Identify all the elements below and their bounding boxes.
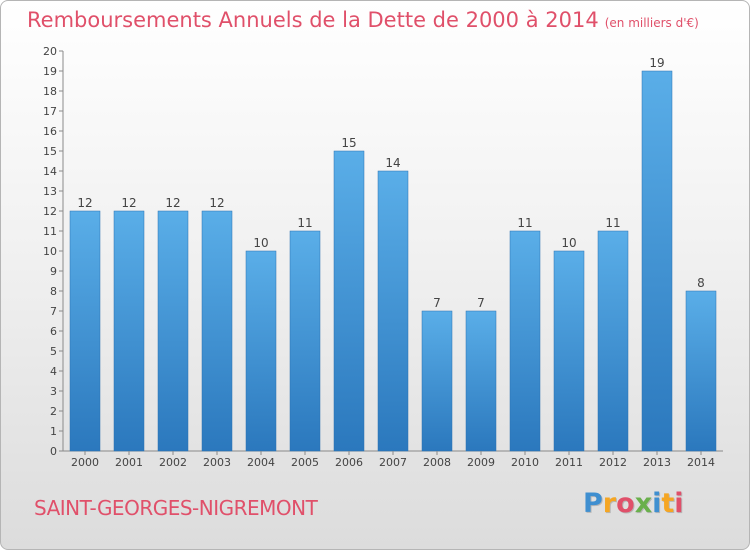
x-tick-label-2004: 2004	[247, 456, 275, 469]
y-tick-label: 1	[50, 425, 57, 438]
x-tick-label-2008: 2008	[423, 456, 451, 469]
logo-letter: r	[602, 488, 617, 519]
data-label-2008: 7	[433, 296, 441, 310]
data-label-2014: 8	[697, 276, 705, 290]
data-label-2006: 15	[341, 136, 356, 150]
logo-letter: i	[674, 488, 684, 519]
bar-2008	[421, 310, 453, 452]
x-tick-label-2010: 2010	[511, 456, 539, 469]
bar-2012	[597, 230, 629, 452]
bar-2014	[685, 290, 717, 452]
bar-2003	[201, 210, 233, 452]
y-tick-label: 11	[43, 225, 57, 238]
proxiti-logo: Proxiti	[583, 488, 684, 519]
y-tick-label: 5	[50, 345, 57, 358]
y-tick-label: 18	[43, 85, 57, 98]
x-tick-label-2009: 2009	[467, 456, 495, 469]
data-label-2000: 12	[77, 196, 92, 210]
x-tick-label-2014: 2014	[687, 456, 715, 469]
x-tick-label-2007: 2007	[379, 456, 407, 469]
x-tick-label-2000: 2000	[71, 456, 99, 469]
logo-letter: x	[634, 488, 653, 519]
data-label-2013: 19	[649, 56, 664, 70]
bar-2013	[641, 70, 673, 452]
bar-2006	[333, 150, 365, 452]
y-tick-label: 10	[43, 245, 57, 258]
y-tick-label: 8	[50, 285, 57, 298]
bar-2007	[377, 170, 409, 452]
y-tick-label: 20	[43, 45, 57, 58]
y-tick-label: 12	[43, 205, 57, 218]
logo-letter: P	[583, 488, 603, 519]
y-tick-label: 3	[50, 385, 57, 398]
bar-2011	[553, 250, 585, 452]
y-tick-label: 9	[50, 265, 57, 278]
bar-2001	[113, 210, 145, 452]
data-label-2007: 14	[385, 156, 400, 170]
chart-title: Remboursements Annuels de la Dette de 20…	[27, 8, 699, 32]
chart-title-text: Remboursements Annuels de la Dette de 20…	[27, 8, 599, 32]
data-label-2009: 7	[477, 296, 485, 310]
bar-2002	[157, 210, 189, 452]
chart-unit: (en milliers d'€)	[604, 16, 699, 30]
logo-letter: i	[652, 488, 662, 519]
bar-2004	[245, 250, 277, 452]
y-tick-label: 2	[50, 405, 57, 418]
x-tick-label-2006: 2006	[335, 456, 363, 469]
y-tick-label: 19	[43, 65, 57, 78]
logo-letter: t	[661, 488, 675, 519]
bar-2010	[509, 230, 541, 452]
x-tick-label-2003: 2003	[203, 456, 231, 469]
y-tick-label: 7	[50, 305, 57, 318]
y-tick-label: 17	[43, 105, 57, 118]
x-tick-label-2005: 2005	[291, 456, 319, 469]
data-label-2004: 10	[253, 236, 268, 250]
x-tick-label-2013: 2013	[643, 456, 671, 469]
y-tick-label: 14	[43, 165, 57, 178]
y-tick-label: 0	[50, 445, 57, 458]
data-label-2011: 10	[561, 236, 576, 250]
x-tick-label-2001: 2001	[115, 456, 143, 469]
data-label-2003: 12	[209, 196, 224, 210]
y-tick-label: 6	[50, 325, 57, 338]
logo-letter: o	[616, 488, 635, 519]
y-tick-label: 13	[43, 185, 57, 198]
x-tick-label-2012: 2012	[599, 456, 627, 469]
y-tick-label: 4	[50, 365, 57, 378]
x-tick-label-2011: 2011	[555, 456, 583, 469]
bar-2009	[465, 310, 497, 452]
data-label-2012: 11	[605, 216, 620, 230]
data-label-2005: 11	[297, 216, 312, 230]
bar-2000	[69, 210, 101, 452]
data-label-2010: 11	[517, 216, 532, 230]
data-label-2001: 12	[121, 196, 136, 210]
bar-2005	[289, 230, 321, 452]
y-tick-label: 15	[43, 145, 57, 158]
x-tick-label-2002: 2002	[159, 456, 187, 469]
data-label-2002: 12	[165, 196, 180, 210]
y-tick-label: 16	[43, 125, 57, 138]
commune-name: SAINT-GEORGES-NIGREMONT	[34, 496, 318, 520]
